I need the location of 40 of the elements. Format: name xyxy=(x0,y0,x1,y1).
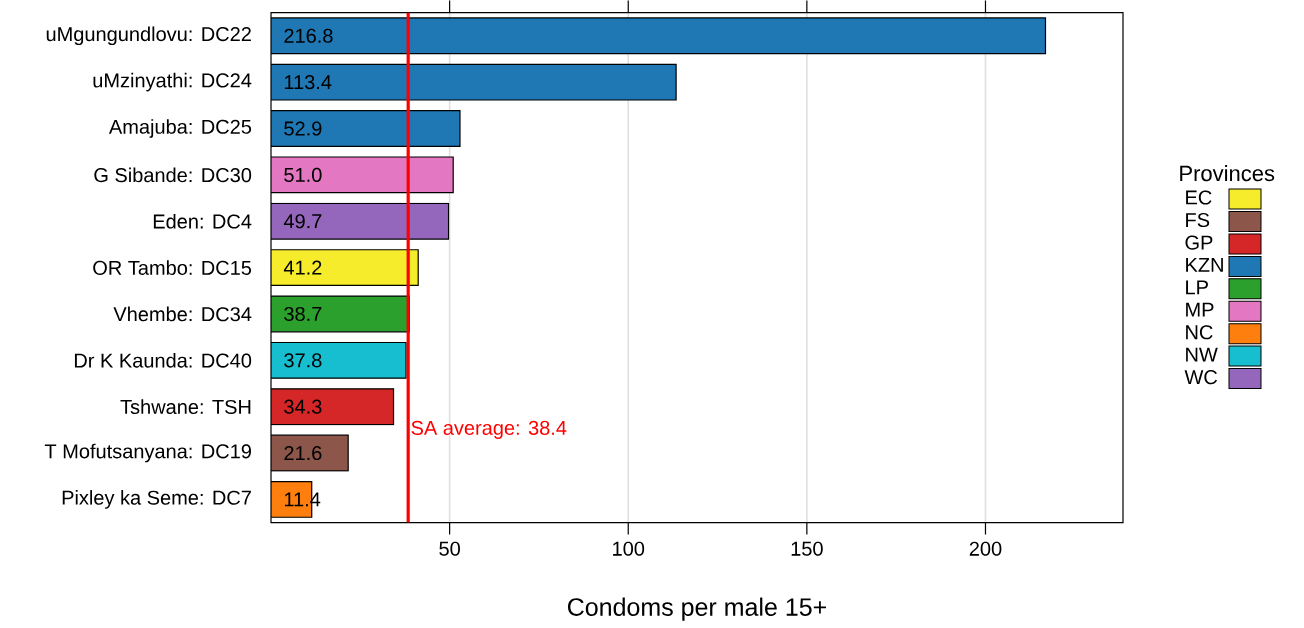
x-tick-label: 100 xyxy=(613,541,645,557)
y-tick-label: OR Tambo: DC15 xyxy=(93,260,252,276)
x-tick-label: 150 xyxy=(791,541,823,557)
y-tick-label: T Mofutsanyana: DC19 xyxy=(44,443,251,463)
x-tick-label: 200 xyxy=(969,541,1002,557)
data-label: 216.8 xyxy=(284,28,333,44)
data-label: 37.8 xyxy=(284,353,322,368)
legend-label: NC xyxy=(1186,325,1213,340)
legend-title: Provinces xyxy=(1180,165,1275,182)
data-label: 52.9 xyxy=(284,121,322,136)
data-label: 34.3 xyxy=(284,399,322,414)
bar xyxy=(271,63,677,101)
x-tick-label: 50 xyxy=(439,541,460,557)
y-tick-label: G Sibande: DC30 xyxy=(94,167,252,183)
y-tick-label: Eden: DC4 xyxy=(153,214,252,229)
y-tick-label: uMgungundlovu: DC22 xyxy=(46,26,251,46)
data-label: 41.2 xyxy=(283,260,322,275)
y-tick-label: Amajuba: DC25 xyxy=(108,119,252,139)
bar xyxy=(271,17,1047,55)
legend-label: MP xyxy=(1186,303,1214,317)
y-tick-label: uMzinyathi: DC24 xyxy=(93,73,252,92)
data-label: 38.7 xyxy=(284,307,322,322)
y-tick-label: Tshwane: TSH xyxy=(120,399,251,415)
bar xyxy=(271,110,461,148)
legend-label: KZN xyxy=(1186,258,1223,273)
data-label: 51.0 xyxy=(284,168,322,183)
ref-line-label: SA average: 38.4 xyxy=(411,421,567,440)
y-tick-label: Vhembe: DC34 xyxy=(113,306,252,322)
data-label: 49.7 xyxy=(283,214,322,229)
y-tick-label: Pixley ka Seme: DC7 xyxy=(62,490,251,509)
y-tick-label: Dr K Kaunda: DC40 xyxy=(74,353,252,368)
legend-label: GP xyxy=(1185,235,1213,250)
legend-label: NW xyxy=(1186,347,1218,362)
x-axis-title: Condoms per male 15+ xyxy=(567,597,826,622)
legend-label: EC xyxy=(1186,190,1212,205)
data-label: 113.4 xyxy=(284,75,332,90)
legend-label: WC xyxy=(1184,370,1218,385)
data-label: 21.6 xyxy=(284,446,322,461)
legend-label: LP xyxy=(1186,280,1208,295)
legend-label: FS xyxy=(1186,213,1210,228)
